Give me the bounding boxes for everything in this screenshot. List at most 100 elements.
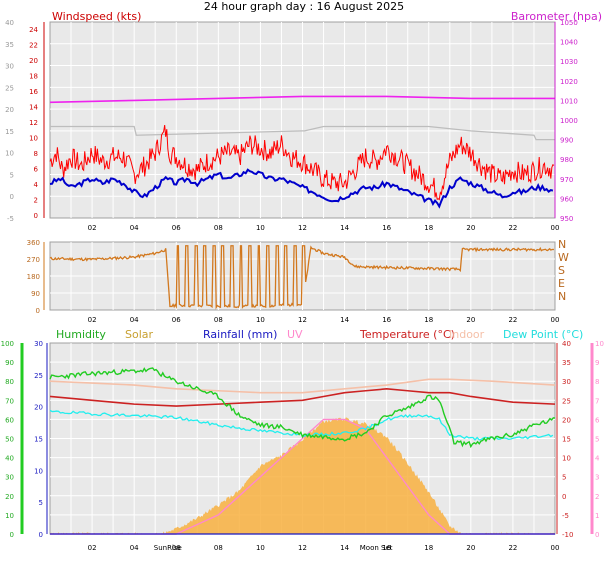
wind-red-tick: 8 <box>34 150 38 158</box>
uv-tick: 8 <box>595 378 599 386</box>
indoor-label: Indoor <box>449 328 485 341</box>
temperature-tick: 5 <box>562 474 566 482</box>
wind-x-tick: 22 <box>508 224 517 232</box>
uv-label: UV <box>287 328 303 341</box>
temperature-tick: 35 <box>562 359 571 367</box>
wind-red-tick: 20 <box>29 57 38 65</box>
wind-x-tick: 10 <box>256 224 265 232</box>
direction-x-tick: 02 <box>88 316 97 324</box>
uv-tick: 2 <box>595 493 599 501</box>
temperature-tick: -10 <box>562 531 573 539</box>
barometer-tick: 970 <box>560 176 573 184</box>
direction-x-tick: 04 <box>130 316 139 324</box>
wind-red-tick: 14 <box>29 104 38 112</box>
direction-x-tick: 18 <box>424 316 433 324</box>
sensor-panel: Humidity Solar Rainfall (mm) UV Temperat… <box>1 328 604 552</box>
wind-red-tick: 6 <box>34 166 39 174</box>
direction-x-tick: 00 <box>551 316 560 324</box>
temperature-tick: 10 <box>562 455 571 463</box>
windspeed-label: Windspeed (kts) <box>52 10 141 23</box>
sensor-x-tick: 16 <box>382 544 391 552</box>
solar-label: Solar <box>125 328 154 341</box>
humidity-label: Humidity <box>56 328 106 341</box>
direction-line <box>49 245 555 310</box>
direction-compass-label: N <box>558 290 566 303</box>
barometer-label: Barometer (hpa) <box>511 10 602 23</box>
barometer-tick: 1000 <box>560 117 578 125</box>
direction-compass-label: S <box>558 264 565 277</box>
barometer-tick: 1030 <box>560 58 578 66</box>
barometer-tick: 1040 <box>560 39 578 47</box>
uv-tick: 4 <box>595 455 600 463</box>
wind-red-tick: 12 <box>29 119 38 127</box>
indoor-line <box>49 378 556 394</box>
wind-x-tick: 04 <box>130 224 139 232</box>
wind-x-tick: 14 <box>340 224 349 232</box>
sensor-x-tick: 08 <box>214 544 223 552</box>
sensor-axes: 0102030405060708090100051015202530-10-50… <box>1 340 604 552</box>
wind-red-tick: 16 <box>29 88 38 96</box>
wind-x-tick: 20 <box>466 224 475 232</box>
uv-tick: 9 <box>595 359 599 367</box>
humidity-tick: 0 <box>10 531 14 539</box>
wind-grey-tick: 10 <box>5 150 14 158</box>
wind-x-tick: 18 <box>424 224 433 232</box>
humidity-tick: 100 <box>1 340 14 348</box>
rain-tick: 15 <box>34 436 43 444</box>
wind-gust-line <box>49 124 555 201</box>
direction-x-tick: 08 <box>214 316 223 324</box>
wind-red-tick: 24 <box>29 26 38 34</box>
rain-tick: 30 <box>34 340 43 348</box>
barometer-tick: 980 <box>560 156 573 164</box>
sensor-x-tick: 06 <box>172 544 181 552</box>
direction-tick: 180 <box>27 273 40 281</box>
wind-red-tick: 22 <box>29 42 38 50</box>
direction-x-tick: 22 <box>508 316 517 324</box>
barometer-tick: 990 <box>560 137 573 145</box>
wind-grey-tick: 0 <box>10 193 14 201</box>
wind-red-tick: 18 <box>29 73 38 81</box>
sensor-x-tick: 00 <box>551 544 560 552</box>
sensor-x-tick: 10 <box>256 544 265 552</box>
sensor-x-tick: 18 <box>424 544 433 552</box>
uv-line <box>50 418 555 535</box>
wind-barometer-panel: Windspeed (kts) Barometer (hpa) -5 0 5 10 15… <box>5 10 602 232</box>
wind-grey-tick: 40 <box>5 19 14 27</box>
uv-tick: 3 <box>595 474 599 482</box>
rain-tick: 10 <box>34 467 43 475</box>
wind-grey-tick: 5 <box>10 171 14 179</box>
sensor-x-tick: 12 <box>298 544 307 552</box>
wind-axes: -505101520253035400246810121416182022249… <box>5 19 578 232</box>
temperature-tick: 0 <box>562 493 566 501</box>
humidity-tick: 90 <box>5 359 14 367</box>
direction-x-tick: 10 <box>256 316 265 324</box>
rainfall-label: Rainfall (mm) <box>203 328 277 341</box>
direction-tick: 360 <box>27 239 40 247</box>
humidity-tick: 20 <box>5 493 14 501</box>
sensor-header-labels: Humidity Solar Rainfall (mm) UV Temperat… <box>56 328 583 341</box>
temperature-tick: 30 <box>562 378 571 386</box>
humidity-tick: 30 <box>5 474 14 482</box>
sensor-x-tick: 22 <box>508 544 517 552</box>
sensor-x-tick: 02 <box>88 544 97 552</box>
barometer-tick: 1050 <box>560 19 578 27</box>
wind-grey-tick: 30 <box>5 63 14 71</box>
barometer-tick: 960 <box>560 195 573 203</box>
humidity-tick: 80 <box>5 378 14 386</box>
humidity-tick: 70 <box>5 397 14 405</box>
humidity-tick: 40 <box>5 455 14 463</box>
temperature-tick: 15 <box>562 436 571 444</box>
dewpoint-label: Dew Point (°C) <box>503 328 583 341</box>
rain-tick: 20 <box>34 404 43 412</box>
barometer-tick: 950 <box>560 215 573 223</box>
barometer-tick: 1020 <box>560 78 578 86</box>
uv-tick: 1 <box>595 512 599 520</box>
wind-grey-tick: 15 <box>5 128 14 136</box>
wind-red-tick: 10 <box>29 135 38 143</box>
wind-x-tick: 08 <box>214 224 223 232</box>
direction-compass-label: W <box>558 251 569 264</box>
temperature-label: Temperature (°C) <box>359 328 455 341</box>
direction-x-tick: 06 <box>172 316 181 324</box>
direction-tick: 270 <box>27 256 40 264</box>
